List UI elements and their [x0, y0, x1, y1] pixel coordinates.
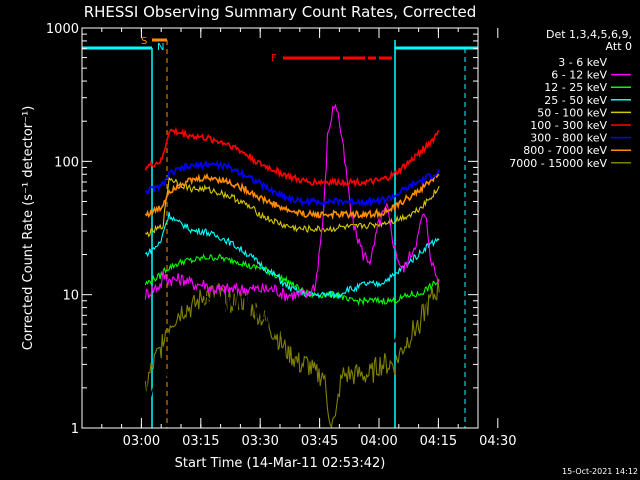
legend-entry: 300 - 800 keV	[530, 132, 607, 145]
x-axis-label: Start Time (14-Mar-11 02:53:42)	[175, 456, 386, 471]
legend-entry: 7000 - 15000 keV	[509, 157, 607, 170]
legend-entry: 12 - 25 keV	[544, 81, 607, 94]
legend-entry: 3 - 6 keV	[558, 56, 607, 69]
y-tick-label: 10	[62, 289, 79, 304]
series-line: 6 - 12 keV	[144, 103, 440, 302]
legend-entry: 25 - 50 keV	[544, 94, 607, 107]
x-tick-label: 03:15	[182, 434, 219, 449]
legend-header: Det 1,3,4,5,6,9,	[546, 28, 632, 41]
legend-entry: 100 - 300 keV	[530, 119, 607, 132]
series-line: 100 - 300 keV	[144, 126, 440, 188]
plot-timestamp: 15-Oct-2021 14:12	[562, 467, 638, 476]
x-tick-label: 03:30	[241, 434, 278, 449]
x-tick-label: 04:00	[360, 434, 397, 449]
x-tick-label: 03:45	[301, 434, 338, 449]
legend-entry: 50 - 100 keV	[537, 106, 607, 119]
chart-title: RHESSI Observing Summary Count Rates, Co…	[84, 3, 477, 21]
axis-layer: 1 10 100 1000 03:00 03:15 03:30 03:45 04:00 04:15…	[46, 22, 517, 449]
saa-label: S	[141, 36, 147, 47]
series-line: 3 - 6 keV	[145, 125, 440, 399]
series-line: 800 - 7000 keV	[144, 172, 440, 221]
legend-entry: 800 - 7000 keV	[523, 144, 607, 157]
legend-header: Att 0	[606, 40, 632, 53]
series-line: 12 - 25 keV	[144, 253, 440, 307]
night-label: N	[157, 42, 164, 53]
y-tick-label: 100	[54, 155, 79, 170]
x-tick-label: 04:15	[420, 434, 457, 449]
y-tick-label: 1	[71, 422, 79, 437]
y-tick-label: 1000	[46, 22, 79, 37]
x-tick-label: 03:00	[123, 434, 160, 449]
legend-entry: 6 - 12 keV	[551, 69, 607, 82]
y-axis-label: Corrected Count Rate (s⁻¹ detector⁻¹)	[21, 106, 36, 351]
flare-label: F	[271, 53, 277, 64]
series-line: 25 - 50 keV	[144, 211, 440, 300]
x-tick-label: 04:30	[479, 434, 516, 449]
series-line: 7000 - 15000 keV	[144, 278, 440, 429]
series-line: 300 - 800 keV	[144, 159, 440, 208]
